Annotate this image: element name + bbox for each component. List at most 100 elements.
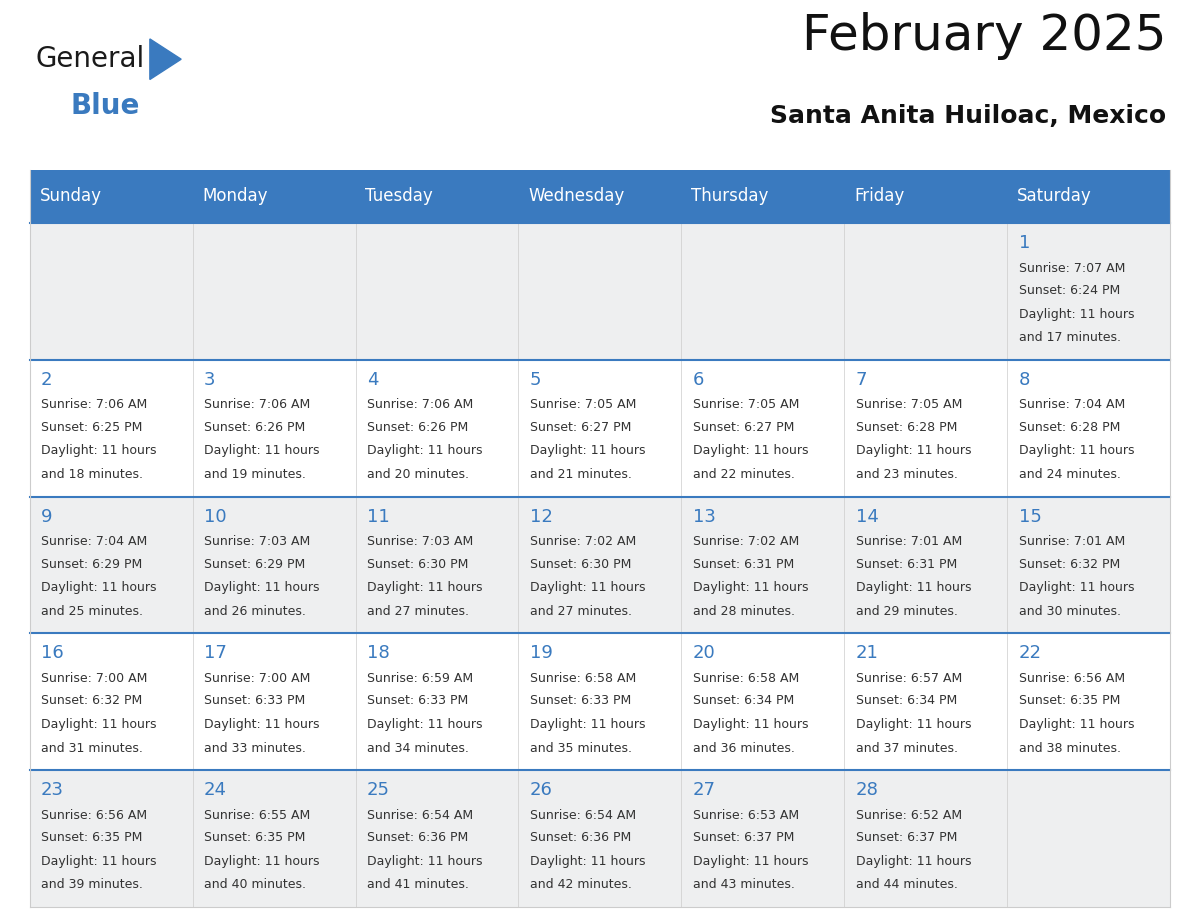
Text: 23: 23 <box>42 781 64 800</box>
Text: Sunset: 6:28 PM: Sunset: 6:28 PM <box>855 420 958 434</box>
Text: Daylight: 11 hours: Daylight: 11 hours <box>367 581 482 594</box>
Text: Sunrise: 7:02 AM: Sunrise: 7:02 AM <box>693 535 800 548</box>
Text: Sunset: 6:35 PM: Sunset: 6:35 PM <box>204 831 305 845</box>
Text: Daylight: 11 hours: Daylight: 11 hours <box>1018 718 1135 731</box>
Text: and 34 minutes.: and 34 minutes. <box>367 742 469 755</box>
Text: Daylight: 11 hours: Daylight: 11 hours <box>204 855 320 868</box>
Text: 21: 21 <box>855 644 879 663</box>
Text: 19: 19 <box>530 644 552 663</box>
Text: Daylight: 11 hours: Daylight: 11 hours <box>530 444 645 457</box>
Text: and 43 minutes.: and 43 minutes. <box>693 879 795 891</box>
Text: 25: 25 <box>367 781 390 800</box>
Text: Daylight: 11 hours: Daylight: 11 hours <box>855 581 972 594</box>
Text: Sunset: 6:27 PM: Sunset: 6:27 PM <box>530 420 631 434</box>
Text: Santa Anita Huiloac, Mexico: Santa Anita Huiloac, Mexico <box>771 104 1167 128</box>
Text: 24: 24 <box>204 781 227 800</box>
Text: Daylight: 11 hours: Daylight: 11 hours <box>204 581 320 594</box>
Text: Sunset: 6:34 PM: Sunset: 6:34 PM <box>855 694 958 708</box>
Text: and 27 minutes.: and 27 minutes. <box>530 605 632 618</box>
Text: Daylight: 11 hours: Daylight: 11 hours <box>204 444 320 457</box>
Text: Sunrise: 6:55 AM: Sunrise: 6:55 AM <box>204 809 310 822</box>
Text: and 26 minutes.: and 26 minutes. <box>204 605 307 618</box>
Text: Wednesday: Wednesday <box>529 187 625 206</box>
Text: 22: 22 <box>1018 644 1042 663</box>
Text: and 23 minutes.: and 23 minutes. <box>855 468 958 481</box>
Text: Sunrise: 7:06 AM: Sunrise: 7:06 AM <box>367 398 473 411</box>
Text: and 25 minutes.: and 25 minutes. <box>42 605 143 618</box>
Text: 9: 9 <box>42 508 52 526</box>
Text: 14: 14 <box>855 508 879 526</box>
Text: and 18 minutes.: and 18 minutes. <box>42 468 143 481</box>
Text: Sunrise: 7:06 AM: Sunrise: 7:06 AM <box>42 398 147 411</box>
Text: Daylight: 11 hours: Daylight: 11 hours <box>42 855 157 868</box>
Text: Sunrise: 6:56 AM: Sunrise: 6:56 AM <box>1018 672 1125 685</box>
Text: and 44 minutes.: and 44 minutes. <box>855 879 958 891</box>
Text: Sunrise: 6:57 AM: Sunrise: 6:57 AM <box>855 672 962 685</box>
Text: Sunrise: 7:06 AM: Sunrise: 7:06 AM <box>204 398 310 411</box>
Text: Saturday: Saturday <box>1017 187 1092 206</box>
Text: Daylight: 11 hours: Daylight: 11 hours <box>855 444 972 457</box>
Text: and 38 minutes.: and 38 minutes. <box>1018 742 1120 755</box>
Text: 26: 26 <box>530 781 552 800</box>
Text: Sunset: 6:26 PM: Sunset: 6:26 PM <box>204 420 305 434</box>
Text: Daylight: 11 hours: Daylight: 11 hours <box>693 718 808 731</box>
Text: and 35 minutes.: and 35 minutes. <box>530 742 632 755</box>
Text: and 27 minutes.: and 27 minutes. <box>367 605 469 618</box>
Text: Daylight: 11 hours: Daylight: 11 hours <box>693 581 808 594</box>
Text: and 30 minutes.: and 30 minutes. <box>1018 605 1120 618</box>
Text: Sunset: 6:27 PM: Sunset: 6:27 PM <box>693 420 795 434</box>
Text: 7: 7 <box>855 371 867 389</box>
Text: and 31 minutes.: and 31 minutes. <box>42 742 143 755</box>
Text: and 36 minutes.: and 36 minutes. <box>693 742 795 755</box>
Text: Sunset: 6:29 PM: Sunset: 6:29 PM <box>42 557 143 571</box>
Text: February 2025: February 2025 <box>802 12 1167 61</box>
Text: and 21 minutes.: and 21 minutes. <box>530 468 632 481</box>
Text: Tuesday: Tuesday <box>366 187 434 206</box>
Text: Sunrise: 7:05 AM: Sunrise: 7:05 AM <box>855 398 962 411</box>
Text: Sunset: 6:35 PM: Sunset: 6:35 PM <box>1018 694 1120 708</box>
Polygon shape <box>150 39 181 80</box>
Text: Daylight: 11 hours: Daylight: 11 hours <box>367 444 482 457</box>
Text: and 24 minutes.: and 24 minutes. <box>1018 468 1120 481</box>
Text: and 40 minutes.: and 40 minutes. <box>204 879 307 891</box>
Text: Sunset: 6:36 PM: Sunset: 6:36 PM <box>367 831 468 845</box>
Text: Sunset: 6:35 PM: Sunset: 6:35 PM <box>42 831 143 845</box>
Text: Sunrise: 7:01 AM: Sunrise: 7:01 AM <box>855 535 962 548</box>
Text: 27: 27 <box>693 781 716 800</box>
Text: General: General <box>36 45 145 73</box>
Text: Sunrise: 7:02 AM: Sunrise: 7:02 AM <box>530 535 636 548</box>
Text: Sunset: 6:33 PM: Sunset: 6:33 PM <box>204 694 305 708</box>
Text: Sunrise: 7:05 AM: Sunrise: 7:05 AM <box>530 398 637 411</box>
Text: Sunset: 6:34 PM: Sunset: 6:34 PM <box>693 694 794 708</box>
Text: Sunrise: 7:05 AM: Sunrise: 7:05 AM <box>693 398 800 411</box>
Text: and 33 minutes.: and 33 minutes. <box>204 742 307 755</box>
Text: Friday: Friday <box>854 187 904 206</box>
Text: Daylight: 11 hours: Daylight: 11 hours <box>367 718 482 731</box>
Text: Daylight: 11 hours: Daylight: 11 hours <box>367 855 482 868</box>
Text: Sunset: 6:36 PM: Sunset: 6:36 PM <box>530 831 631 845</box>
Text: Daylight: 11 hours: Daylight: 11 hours <box>204 718 320 731</box>
Text: Blue: Blue <box>70 92 139 120</box>
Text: 10: 10 <box>204 508 227 526</box>
Text: Daylight: 11 hours: Daylight: 11 hours <box>1018 444 1135 457</box>
Text: Sunrise: 7:01 AM: Sunrise: 7:01 AM <box>1018 535 1125 548</box>
Text: 20: 20 <box>693 644 715 663</box>
Text: Sunset: 6:30 PM: Sunset: 6:30 PM <box>530 557 631 571</box>
Text: Sunrise: 6:54 AM: Sunrise: 6:54 AM <box>367 809 473 822</box>
Text: Sunrise: 6:58 AM: Sunrise: 6:58 AM <box>693 672 800 685</box>
Text: Sunset: 6:30 PM: Sunset: 6:30 PM <box>367 557 468 571</box>
Text: and 29 minutes.: and 29 minutes. <box>855 605 958 618</box>
Text: Sunset: 6:37 PM: Sunset: 6:37 PM <box>855 831 958 845</box>
Text: and 28 minutes.: and 28 minutes. <box>693 605 795 618</box>
Text: 12: 12 <box>530 508 552 526</box>
Text: Sunrise: 7:04 AM: Sunrise: 7:04 AM <box>1018 398 1125 411</box>
Text: Sunrise: 7:07 AM: Sunrise: 7:07 AM <box>1018 262 1125 274</box>
Text: 11: 11 <box>367 508 390 526</box>
Text: Sunrise: 7:03 AM: Sunrise: 7:03 AM <box>204 535 310 548</box>
Text: and 20 minutes.: and 20 minutes. <box>367 468 469 481</box>
Text: Daylight: 11 hours: Daylight: 11 hours <box>855 855 972 868</box>
Text: Thursday: Thursday <box>691 187 769 206</box>
Text: Sunset: 6:37 PM: Sunset: 6:37 PM <box>693 831 795 845</box>
Text: Sunset: 6:32 PM: Sunset: 6:32 PM <box>1018 557 1120 571</box>
Text: and 42 minutes.: and 42 minutes. <box>530 879 632 891</box>
